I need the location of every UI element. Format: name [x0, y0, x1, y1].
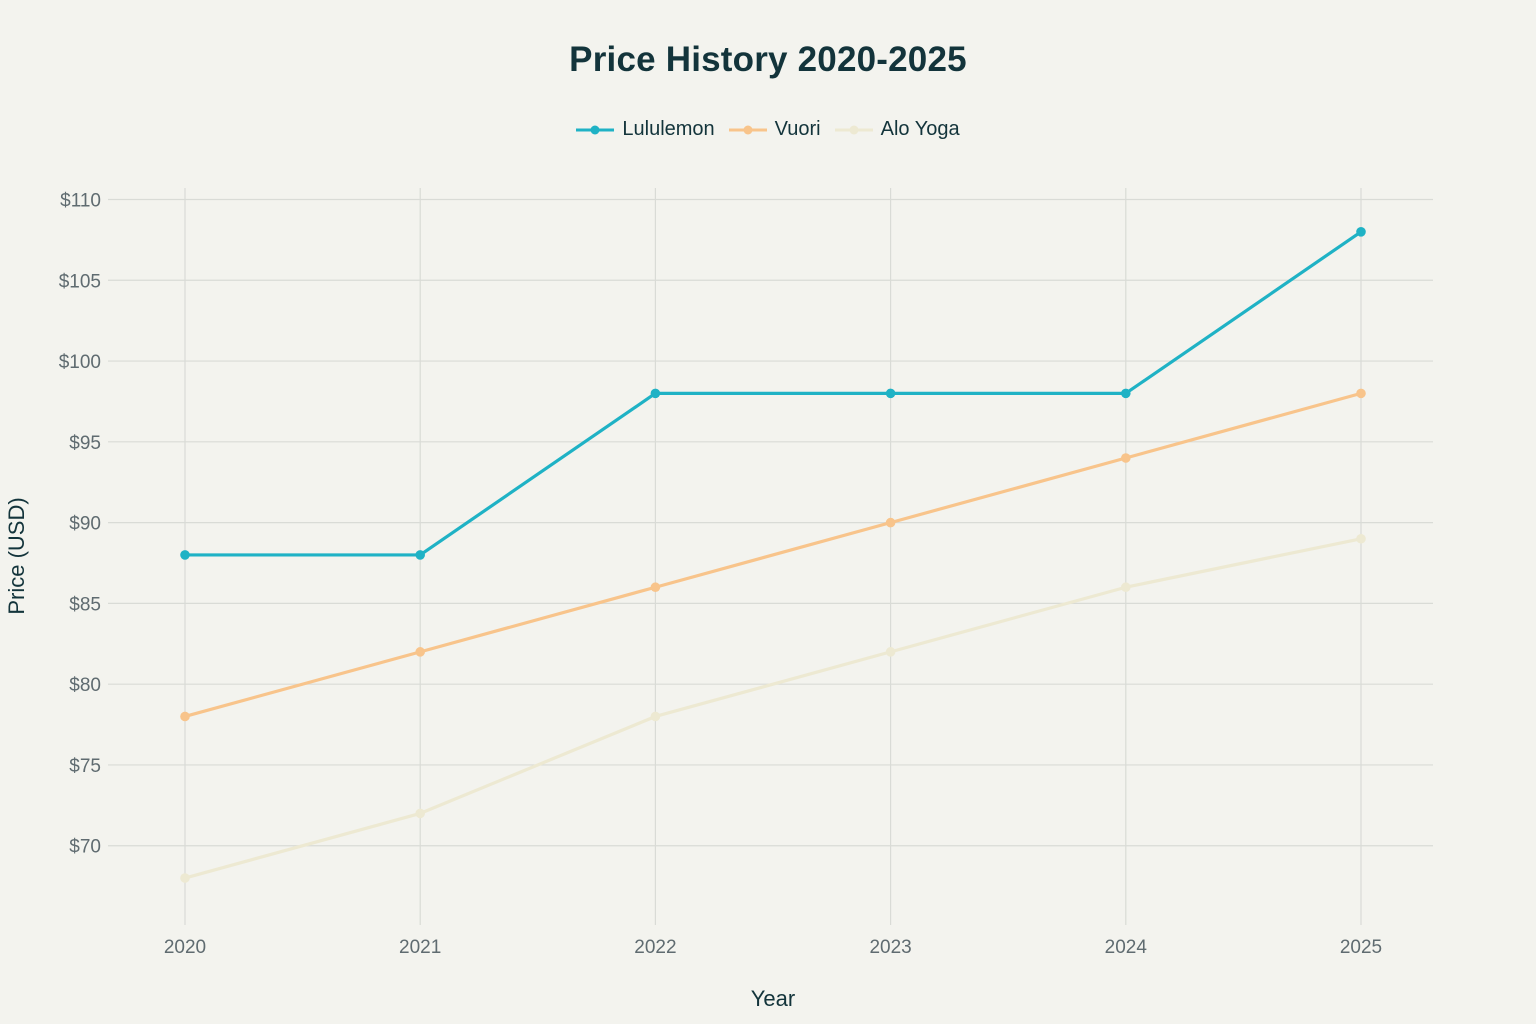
data-point-lululemon[interactable]: [885, 388, 896, 399]
data-point-vuori[interactable]: [1121, 453, 1131, 463]
x-tick-label: 2022: [634, 937, 676, 958]
data-point-vuori[interactable]: [650, 582, 661, 593]
data-point-lululemon[interactable]: [180, 550, 190, 560]
series-line-lululemon[interactable]: [183, 230, 1363, 557]
series-alo-yoga: [180, 533, 1366, 883]
series-vuori: [180, 388, 1366, 722]
y-tick-label: $90: [69, 514, 101, 535]
axes: $70 $75 $80 $85 $90 $95 $100 $105 $110 2020 2021 20…: [59, 191, 1382, 959]
data-point-alo-yoga[interactable]: [415, 808, 426, 819]
data-point-lululemon[interactable]: [1356, 227, 1366, 237]
x-axis-title: Year: [751, 986, 795, 1011]
data-point-alo-yoga[interactable]: [885, 647, 896, 657]
y-tick-label: $105: [59, 271, 101, 292]
data-point-alo-yoga[interactable]: [180, 873, 190, 883]
data-point-lululemon[interactable]: [650, 388, 661, 399]
x-tick-label: 2023: [869, 937, 911, 958]
y-tick-label: $85: [69, 594, 101, 615]
legend-label-lululemon: Lululemon: [622, 118, 715, 140]
data-point-alo-yoga[interactable]: [1121, 582, 1131, 593]
x-tick-label: 2021: [399, 937, 441, 958]
y-tick-label: $80: [69, 675, 101, 696]
y-tick-label: $95: [69, 433, 101, 454]
legend-item-lululemon[interactable]: Lululemon: [576, 118, 715, 141]
series-layer: [180, 227, 1366, 883]
legend-label-alo-yoga: Alo Yoga: [880, 118, 960, 140]
legend-swatch-lululemon: [576, 125, 615, 134]
legend-item-alo-yoga[interactable]: Alo Yoga: [834, 118, 960, 141]
series-line-vuori[interactable]: [183, 391, 1363, 719]
legend-swatch-vuori: [728, 125, 767, 134]
y-axis-title: Price (USD): [4, 497, 29, 614]
chart-title: Price History 2020-2025: [569, 40, 967, 79]
legend: Lululemon Vuori Alo Yoga: [0, 118, 1536, 141]
y-tick-label: $100: [59, 352, 101, 373]
data-point-alo-yoga[interactable]: [650, 711, 661, 722]
data-point-vuori[interactable]: [180, 711, 190, 722]
legend-label-vuori: Vuori: [774, 118, 821, 140]
x-tick-label: 2020: [164, 937, 206, 958]
x-tick-label: 2025: [1340, 937, 1382, 958]
y-tick-label: $70: [69, 837, 101, 858]
data-point-lululemon[interactable]: [415, 550, 426, 560]
legend-swatch-alo-yoga: [834, 125, 873, 134]
data-point-lululemon[interactable]: [1121, 388, 1131, 399]
y-tick-label: $75: [69, 756, 101, 777]
data-point-vuori[interactable]: [885, 517, 896, 528]
grid: [108, 188, 1433, 925]
legend-item-vuori[interactable]: Vuori: [728, 118, 821, 141]
data-point-vuori[interactable]: [1356, 388, 1366, 399]
y-tick-label: $110: [60, 191, 101, 212]
series-line-alo-yoga[interactable]: [183, 537, 1363, 880]
x-tick-label: 2024: [1105, 937, 1148, 958]
series-lululemon: [180, 227, 1366, 560]
data-point-vuori[interactable]: [415, 647, 426, 657]
data-point-alo-yoga[interactable]: [1356, 533, 1366, 544]
